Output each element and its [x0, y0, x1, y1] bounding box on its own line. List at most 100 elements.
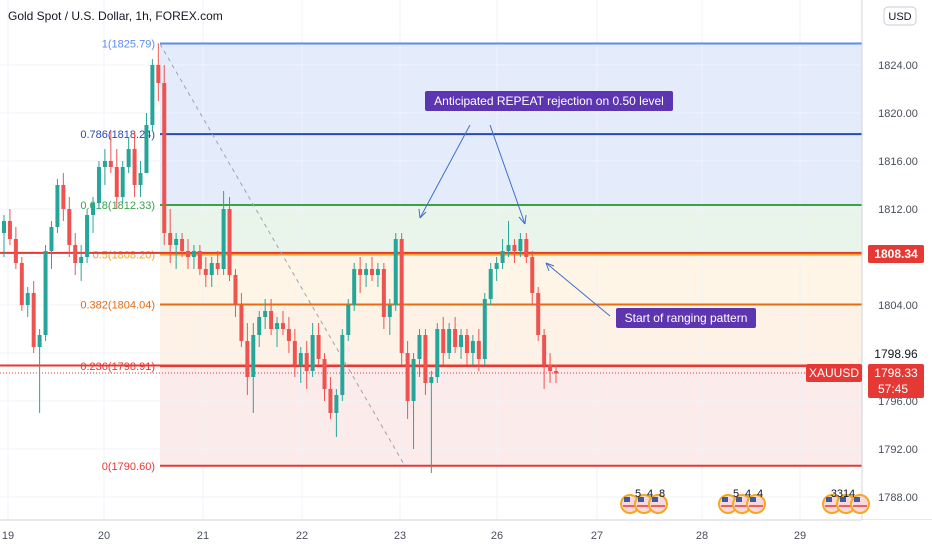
- candle-body: [488, 269, 493, 299]
- candle-body: [174, 239, 179, 245]
- time-tick-label: 29: [794, 530, 806, 542]
- candle-body: [542, 335, 547, 365]
- candle-body: [239, 305, 244, 341]
- candle-body: [221, 209, 226, 269]
- candle-body: [554, 371, 558, 374]
- price-tick-label: 1796.00: [878, 396, 918, 408]
- candle-body: [102, 161, 107, 167]
- candle-body: [85, 215, 90, 257]
- time-axis-ticks: 19 20 21 22 23 26 27 28 29: [2, 530, 806, 542]
- fib-band: [160, 254, 862, 305]
- candle-body: [251, 335, 256, 377]
- price-tick-label: 1792.00: [878, 444, 918, 456]
- candle-body: [43, 251, 48, 335]
- candle-body: [2, 221, 6, 233]
- annotation-arrow-right[interactable]: [489, 124, 526, 225]
- fib-level-label: 0.236(1798.91): [80, 361, 155, 373]
- candle-body: [245, 341, 250, 377]
- time-tick-label: 19: [2, 530, 14, 542]
- economic-event-badges[interactable]: 5 4 8 5 4 4 331 4: [620, 488, 870, 514]
- candle-body: [381, 269, 386, 317]
- candle-body: [203, 269, 208, 275]
- price-tick-label: 1804.00: [878, 300, 918, 312]
- flag-canton: [722, 497, 728, 502]
- candle-body: [186, 251, 190, 257]
- candle-body: [73, 245, 78, 263]
- time-tick-label: 21: [197, 530, 209, 542]
- candle-body: [453, 329, 458, 347]
- candle-body: [370, 269, 374, 275]
- event-count-label: 4: [745, 488, 751, 500]
- candle-body: [328, 389, 333, 413]
- candle-body: [209, 263, 214, 275]
- candle-body: [459, 335, 464, 347]
- candle-body: [257, 317, 262, 335]
- candle-body: [494, 263, 499, 269]
- annotation-ranging-pattern[interactable]: Start of ranging pattern: [616, 308, 756, 328]
- time-tick-label: 27: [591, 530, 603, 542]
- fib-band: [160, 43, 862, 135]
- candle-body: [387, 305, 392, 317]
- candle-body: [275, 323, 280, 329]
- candle-body: [393, 239, 398, 305]
- candle-body: [269, 311, 274, 329]
- price-tick-label: 1816.00: [878, 156, 918, 168]
- fib-trend-line[interactable]: [159, 43, 406, 467]
- candle-body: [441, 329, 446, 353]
- candle-body: [500, 251, 505, 263]
- fib-band: [160, 366, 862, 466]
- candle-body: [13, 239, 18, 263]
- event-count-label: 4: [647, 488, 653, 500]
- candle-body: [138, 173, 143, 185]
- annotation-repeat-rejection[interactable]: Anticipated REPEAT rejection on 0.50 lev…: [425, 91, 673, 111]
- candle-body: [518, 239, 523, 251]
- candle-body: [7, 221, 12, 239]
- arrow-head-right: [518, 214, 527, 225]
- candle-body: [120, 167, 125, 197]
- candle-body: [506, 245, 511, 251]
- candle-body: [340, 335, 345, 395]
- candle-body: [150, 65, 155, 125]
- horizontal-lines[interactable]: [0, 251, 862, 367]
- time-axis-panel[interactable]: [0, 520, 932, 550]
- candle-body: [197, 251, 202, 269]
- candle-body: [37, 335, 42, 347]
- symbol-label: XAUUSD: [809, 366, 859, 380]
- candle-body: [31, 293, 36, 347]
- candle-body: [364, 269, 369, 275]
- annotation-arrow-left[interactable]: [419, 124, 471, 219]
- candle-body: [168, 233, 173, 245]
- candle-body: [399, 239, 404, 353]
- candle-body: [298, 353, 303, 365]
- flag-canton: [652, 497, 658, 502]
- candle-body: [470, 341, 475, 353]
- axis-corner[interactable]: [862, 520, 932, 550]
- candle-body: [358, 269, 363, 275]
- candle-body: [316, 335, 321, 359]
- candle-body: [61, 185, 66, 209]
- candle-body: [96, 167, 101, 203]
- candle-body: [114, 167, 119, 197]
- candle-body: [447, 329, 452, 353]
- fib-level-label: 1(1825.79): [102, 39, 155, 51]
- event-count-label: 5: [635, 488, 641, 500]
- candle-body: [156, 65, 161, 83]
- candle-body: [304, 353, 309, 371]
- time-tick-label: 28: [696, 530, 708, 542]
- candle-body: [346, 305, 351, 335]
- candle-body: [67, 209, 72, 245]
- candle-body: [280, 323, 285, 329]
- event-count-label: 5: [733, 488, 739, 500]
- fib-level-label: 0.382(1804.04): [80, 300, 155, 312]
- candle-body: [126, 149, 131, 167]
- fib-level-label: 0.786(1818.24): [80, 129, 155, 141]
- candle-body: [132, 149, 137, 185]
- candle-body: [263, 311, 268, 317]
- annotation-arrow-ranging[interactable]: [545, 262, 611, 317]
- currency-button[interactable]: USD: [883, 6, 917, 26]
- candle-body: [180, 239, 185, 251]
- candle-body: [548, 365, 553, 371]
- fib-level-label: 0(1790.60): [102, 461, 155, 473]
- candle-body: [352, 269, 357, 305]
